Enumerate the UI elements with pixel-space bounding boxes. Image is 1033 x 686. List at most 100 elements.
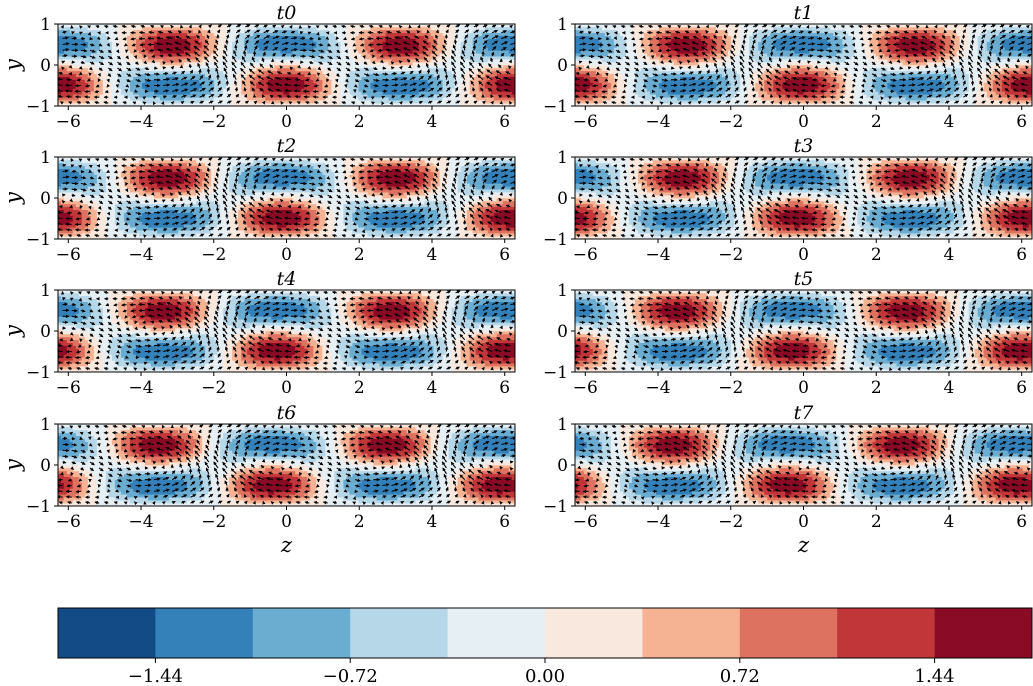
contour-cell [418, 73, 423, 78]
contour-cell [277, 58, 281, 63]
contour-cell [214, 85, 218, 89]
contour-cell [75, 29, 80, 34]
contour-cell [493, 61, 498, 66]
contour-cell [108, 88, 113, 92]
contour-cell [163, 26, 167, 31]
contour-cell [66, 64, 71, 69]
contour-cell [289, 73, 293, 78]
contour-cell [196, 79, 200, 83]
contour-cell [111, 44, 116, 48]
contour-cell [394, 44, 399, 48]
contour-cell [304, 26, 308, 31]
contour-cell [496, 53, 501, 57]
contour-cell [400, 35, 405, 39]
quiver-arrow [64, 89, 72, 93]
contour-cell [373, 41, 377, 45]
contour-cell [454, 91, 459, 95]
contour-cell [223, 85, 227, 89]
contour-cell [271, 85, 275, 89]
contour-cell [147, 58, 152, 63]
contour-cell [126, 38, 131, 42]
contour-cell [430, 70, 435, 75]
contour-cell [502, 64, 507, 69]
contour-cell [445, 50, 450, 54]
x-tick-label: 4 [427, 112, 438, 132]
contour-cell [157, 70, 161, 75]
subplot-t1: t1−6 −4 −2 0 2 4 610−1 [543, 2, 1033, 132]
contour-cell [193, 97, 197, 101]
contour-cell [166, 58, 170, 63]
contour-cell [331, 44, 335, 48]
contour-cell [193, 61, 197, 66]
contour-cell [328, 41, 332, 45]
contour-cell [93, 88, 98, 92]
contour-cell [340, 38, 344, 42]
contour-cell [346, 58, 350, 63]
contour-cell [283, 91, 287, 95]
contour-cell [460, 85, 465, 89]
contour-cell [298, 32, 302, 37]
contour-cell [138, 82, 143, 86]
contour-cell [253, 67, 257, 72]
contour-cell [220, 29, 224, 34]
contour-cell [178, 99, 182, 104]
contour-cell [292, 73, 296, 78]
contour-cell [181, 41, 185, 45]
contour-cell [181, 50, 185, 54]
contour-cell [391, 47, 396, 51]
contour-cell [376, 61, 381, 66]
contour-cell [217, 85, 221, 89]
contour-cell [442, 82, 447, 86]
quiver-arrow [144, 84, 151, 88]
contour-cell [331, 53, 335, 57]
contour-cell [331, 61, 335, 66]
contour-cell [337, 76, 341, 80]
contour-cell [478, 47, 483, 51]
contour-cell [313, 38, 317, 42]
quiver-arrow [391, 77, 399, 82]
contour-cell [274, 85, 278, 89]
contour-cell [397, 61, 402, 66]
contour-cell [223, 88, 227, 92]
contour-cell [208, 32, 212, 37]
contour-cell [373, 47, 377, 51]
contour-cell [117, 32, 122, 37]
contour-cell [424, 76, 429, 80]
contour-cell [181, 29, 185, 34]
contour-cell [90, 76, 95, 80]
contour-cell [355, 94, 359, 98]
contour-cell [60, 97, 65, 101]
contour-cell [205, 82, 209, 86]
contour-cell [280, 73, 284, 78]
contour-cell [355, 91, 359, 95]
contour-cell [63, 50, 68, 54]
contour-cell [295, 26, 299, 31]
contour-cell [259, 50, 263, 54]
contour-cell [394, 73, 399, 78]
contour-cell [75, 73, 80, 78]
contour-cell [400, 41, 405, 45]
contour-cell [346, 47, 350, 51]
contour-cell [358, 56, 362, 60]
contour-cell [376, 64, 381, 69]
quiver-arrow [106, 78, 110, 83]
contour-cell [403, 97, 408, 101]
contour-cell [385, 99, 390, 104]
contour-cell [466, 97, 471, 101]
contour-cell [144, 47, 149, 51]
contour-cell [223, 91, 227, 95]
contour-cell [358, 88, 362, 92]
contour-cell [301, 73, 305, 78]
contour-cell [424, 67, 429, 72]
contour-cell [391, 35, 396, 39]
contour-cell [111, 47, 116, 51]
contour-cell [84, 73, 89, 78]
contour-cell [403, 50, 408, 54]
contour-cell [346, 41, 350, 45]
contour-cell [436, 56, 441, 60]
contour-cell [283, 50, 287, 54]
contour-cell [286, 26, 290, 31]
contour-cell [229, 64, 233, 69]
contour-cell [135, 32, 140, 37]
quiver-arrow [61, 66, 65, 71]
